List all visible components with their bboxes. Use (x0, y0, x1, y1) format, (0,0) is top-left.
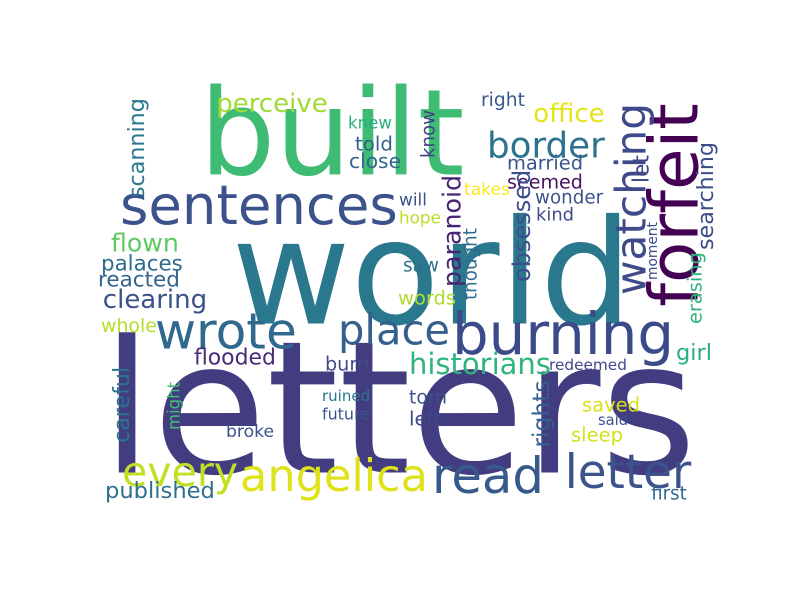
word-thought: thought (461, 228, 482, 300)
word-burn: burn (325, 353, 369, 376)
word-published: published (105, 478, 215, 504)
word-searching: searching (693, 142, 719, 250)
word-historians: historians (409, 347, 551, 381)
word-letter: letter (565, 446, 692, 500)
word-every: every (122, 448, 238, 496)
word-rights: rights (527, 380, 555, 447)
word-built: built (200, 65, 465, 204)
word-broke: broke (226, 422, 274, 442)
word-watching: watching (607, 103, 656, 295)
word-told: told (355, 133, 393, 156)
word-clearing: clearing (103, 285, 207, 315)
word-forfeit: forfeit (635, 103, 714, 307)
word-first: first (651, 484, 687, 505)
word-scanning: scanning (124, 98, 150, 198)
word-read: read (432, 447, 544, 505)
word-girl: girl (676, 340, 712, 366)
word-careful: careful (109, 367, 135, 443)
word-letters: letters (101, 302, 696, 517)
word-know: know (419, 110, 440, 158)
word-might: might (165, 381, 184, 430)
word-reacted: reacted (98, 268, 180, 293)
word-palaces: palaces (101, 252, 183, 277)
word-burning: burning (452, 300, 674, 368)
word-right: right (481, 90, 525, 111)
word-takes: takes (464, 180, 510, 200)
word-married: married (507, 152, 583, 175)
word-whole: whole (101, 315, 157, 337)
word-close: close (349, 149, 401, 173)
word-sleep: sleep (571, 424, 623, 447)
word-let: let (630, 155, 655, 183)
word-redeemed: redeemed (549, 356, 627, 374)
word-wonder: wonder (535, 188, 604, 209)
word-saw: saw (403, 256, 439, 277)
word-flooded: flooded (194, 346, 276, 371)
word-torn: torn (409, 388, 447, 409)
word-angelica: angelica (240, 450, 428, 502)
word-office: office (533, 99, 604, 129)
word-future: future (322, 405, 370, 424)
word-will: will (399, 190, 427, 210)
word-said: said (598, 412, 628, 429)
word-moment: moment (645, 221, 661, 280)
word-knew: knew (348, 114, 392, 133)
word-place: place (338, 306, 450, 355)
word-kind: kind (536, 205, 574, 226)
word-border: border (487, 126, 605, 167)
word-world: world (232, 190, 633, 359)
word-erasing: erasing (684, 252, 707, 324)
word-flown: flown (111, 229, 179, 258)
word-perceive: perceive (216, 89, 328, 119)
word-sentences: sentences (120, 173, 398, 237)
word-left: left (409, 408, 441, 431)
word-hope: hope (399, 208, 441, 228)
word-paranoid: paranoid (438, 175, 467, 287)
word-ruined: ruined (322, 387, 370, 405)
word-words: words (398, 287, 456, 310)
word-obsessed: obsessed (508, 170, 536, 282)
word-saved: saved (582, 394, 640, 417)
word-seemed: seemed (507, 171, 583, 194)
word-wrote: wrote (155, 302, 297, 361)
